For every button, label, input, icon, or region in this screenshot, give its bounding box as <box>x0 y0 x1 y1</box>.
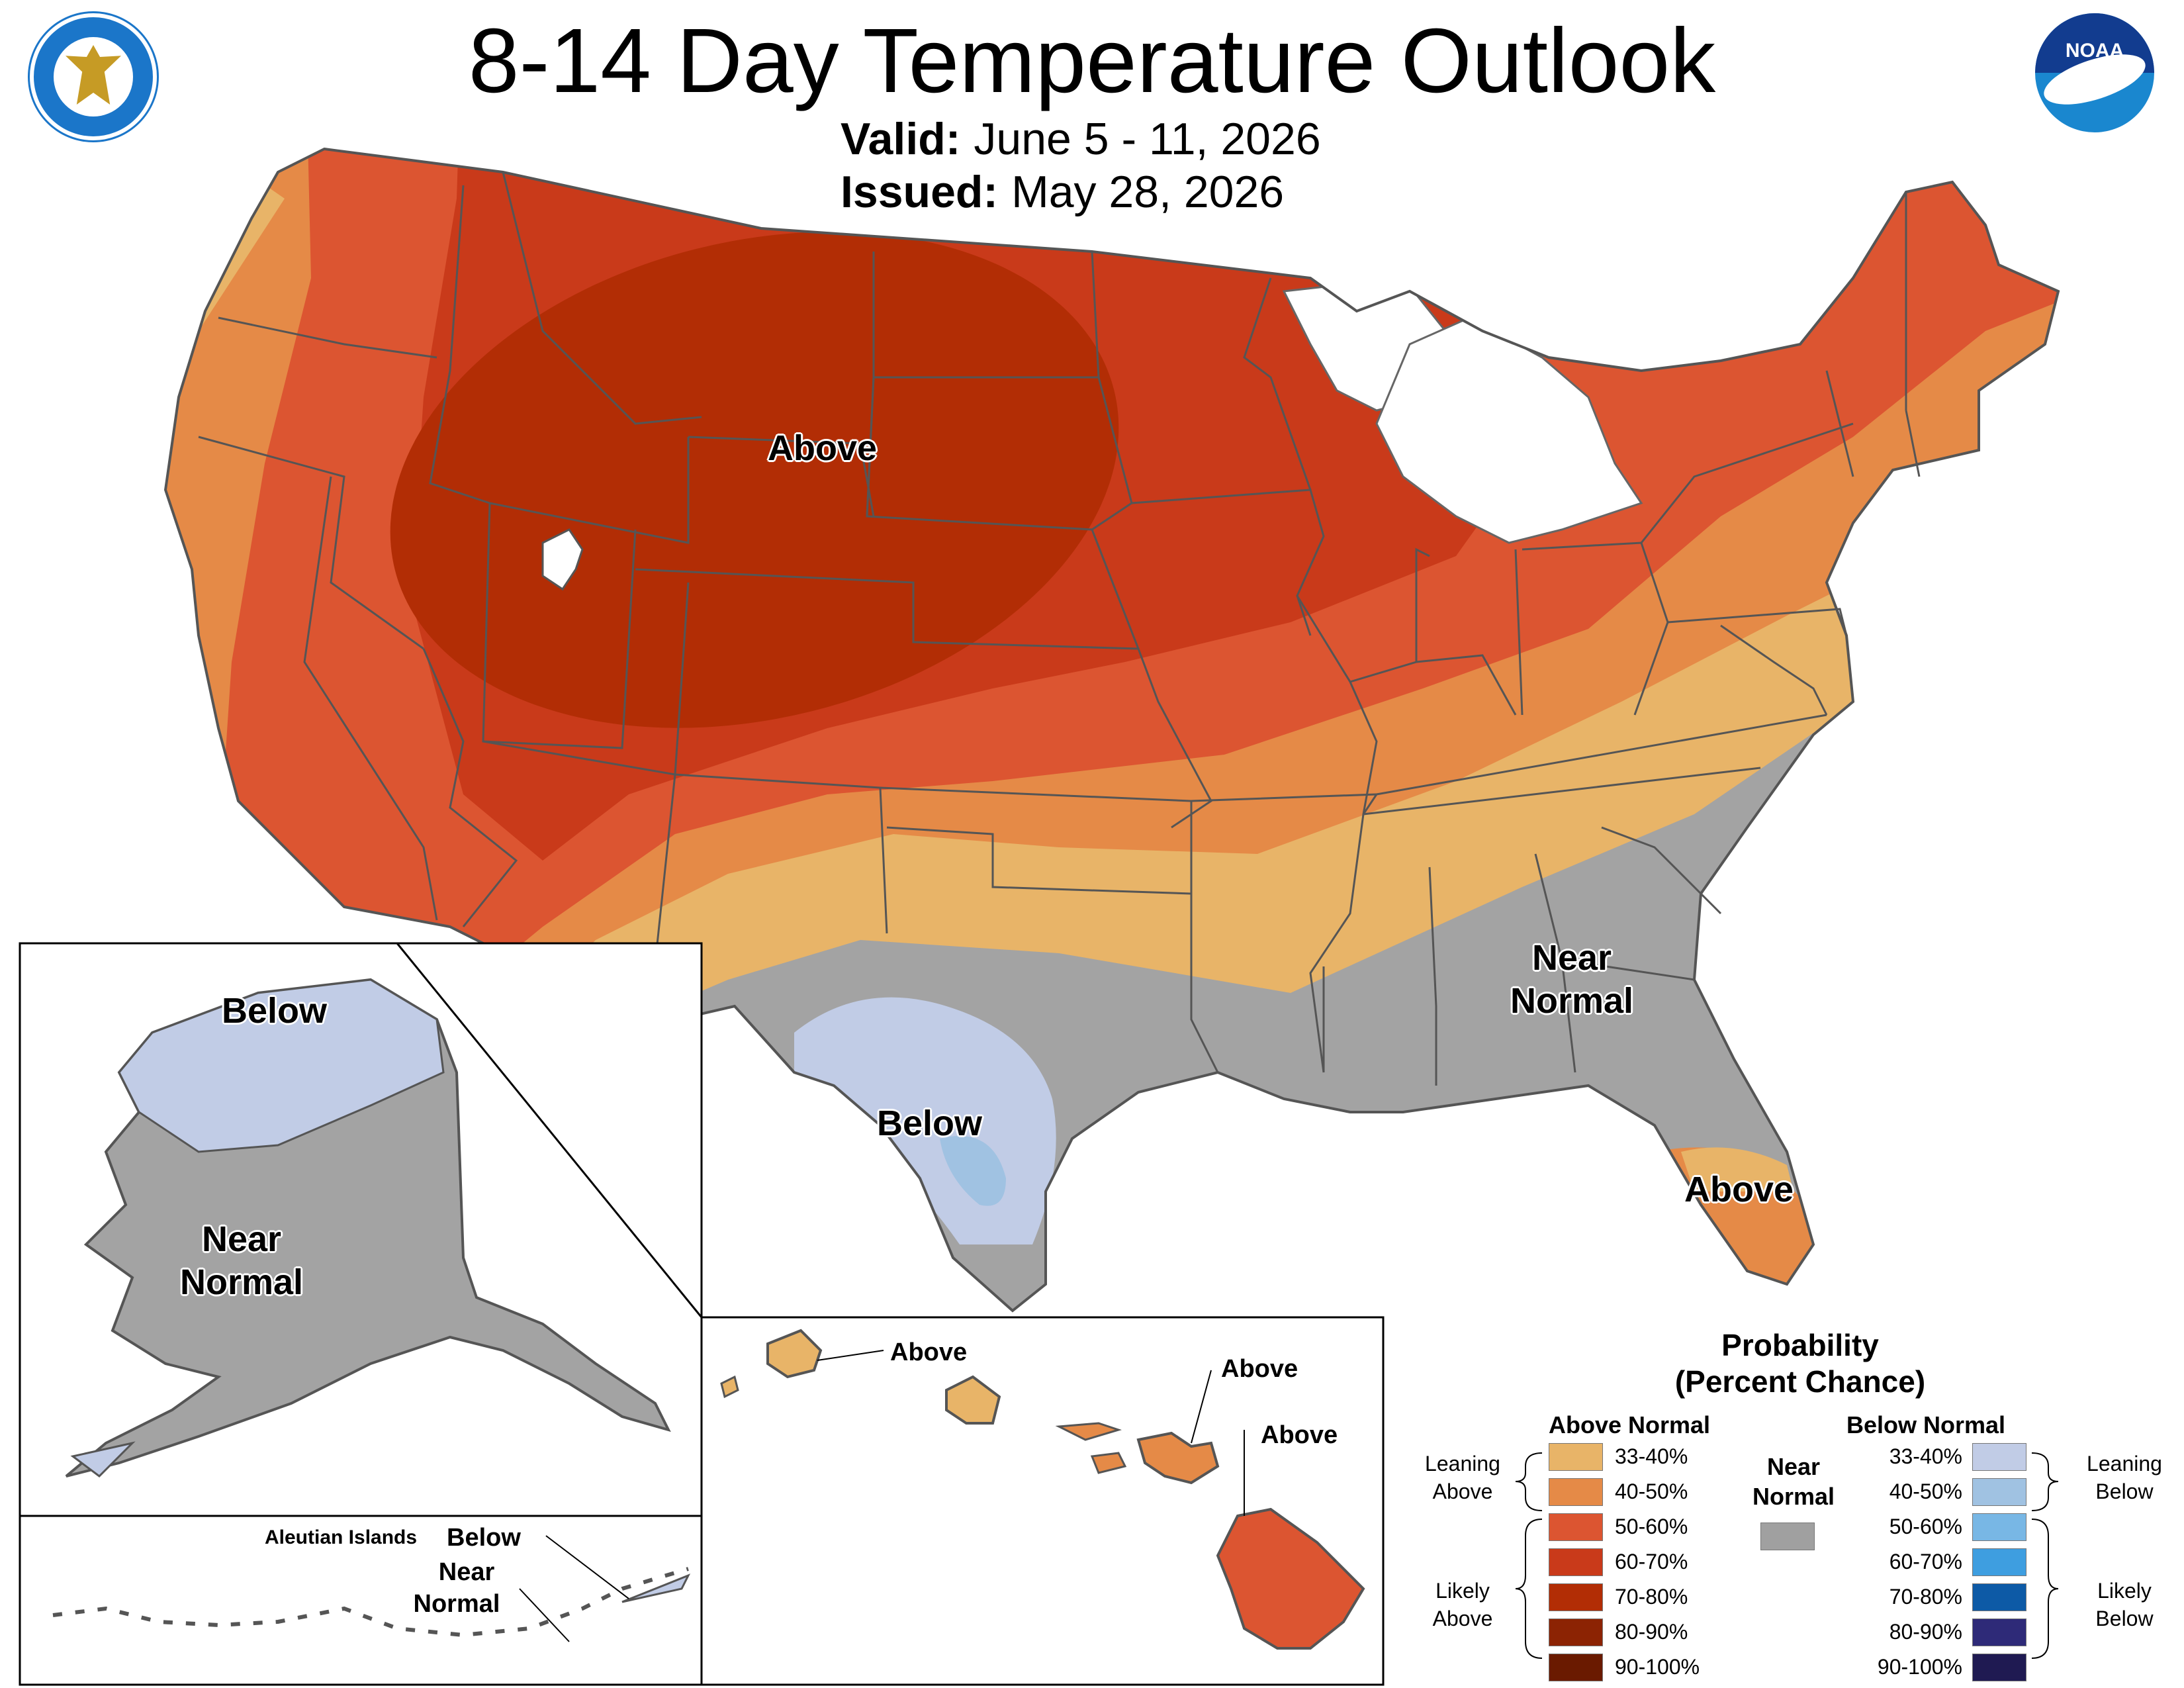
legend-below-swatch <box>1972 1513 2026 1541</box>
legend-below-swatch <box>1972 1548 2026 1576</box>
conus-outline <box>163 147 2060 1313</box>
legend-above-range-label: 40-50% <box>1615 1479 1688 1503</box>
aleutian-near-label-2: Normal <box>413 1590 500 1618</box>
legend-above-range-label: 60-70% <box>1615 1550 1688 1573</box>
valid-value: June 5 - 11, 2026 <box>974 114 1321 164</box>
legend-above-range-label: 50-60% <box>1615 1515 1688 1538</box>
legend-above-swatch <box>1549 1654 1603 1681</box>
legend-title-1: Probability <box>1721 1328 1879 1362</box>
legend-below-range-label: 50-60% <box>1889 1515 1962 1538</box>
valid-line: Valid: June 5 - 11, 2026 <box>841 113 1321 165</box>
alaska-near-label-2: Normal <box>179 1262 304 1302</box>
legend-below-swatch <box>1972 1443 2026 1471</box>
texas-below-label: Below <box>877 1103 983 1143</box>
hawaii-big-island-above-label: Above <box>1261 1421 1338 1449</box>
legend-below-range-label: 90-100% <box>1877 1655 1962 1679</box>
legend-below-range-label: 80-90% <box>1889 1620 1962 1644</box>
state-boundaries <box>198 171 1921 1086</box>
legend-above-swatch <box>1549 1583 1603 1611</box>
legend-near-header-2: Normal <box>1752 1483 1835 1510</box>
department-of-commerce-seal-icon <box>30 13 157 140</box>
conus-above-label: Above <box>768 428 878 468</box>
legend-leaning-below-1: Leaning <box>2087 1452 2162 1476</box>
legend-below-range-label: 60-70% <box>1889 1550 1962 1573</box>
legend-above-swatch <box>1549 1478 1603 1506</box>
legend-above-swatch <box>1549 1548 1603 1576</box>
legend-above-swatch <box>1549 1443 1603 1471</box>
legend-above-header: Above Normal <box>1549 1411 1711 1438</box>
hawaii-maui-above-label: Above <box>1221 1355 1298 1383</box>
legend-likely-above-1: Likely <box>1435 1579 1490 1603</box>
noaa-logo-text: NOAA <box>2065 40 2124 62</box>
legend-above-range-label: 90-100% <box>1615 1655 1700 1679</box>
alaska-near-label-1: Near <box>201 1219 282 1259</box>
legend-braces <box>1515 1452 2059 1659</box>
legend-above-swatch <box>1549 1513 1603 1541</box>
legend-title-2: (Percent Chance) <box>1674 1364 1926 1399</box>
near-normal-label-1: Near <box>1531 938 1612 978</box>
legend-near-normal-swatch <box>1760 1523 1815 1550</box>
legend-below-range-label: 40-50% <box>1889 1479 1962 1503</box>
aleutian-near-label-1: Near <box>438 1558 495 1586</box>
hawaii-inset <box>700 1316 1385 1686</box>
florida-above-label: Above <box>1684 1170 1794 1209</box>
issued-value: May 28, 2026 <box>1011 167 1285 217</box>
legend-likely-below-2: Below <box>2095 1607 2154 1630</box>
aleutian-below-label: Below <box>447 1524 521 1552</box>
legend-above-range-label: 33-40% <box>1615 1444 1688 1468</box>
legend-above-range-label: 80-90% <box>1615 1620 1688 1644</box>
legend-below-range-label: 33-40% <box>1889 1444 1962 1468</box>
legend-below-range-label: 70-80% <box>1889 1585 1962 1609</box>
legend-below-swatch <box>1972 1583 2026 1611</box>
alaska-below-label: Below <box>222 991 328 1031</box>
legend-below-swatch <box>1972 1654 2026 1681</box>
alaska-inset <box>19 942 703 1686</box>
issued-line: Issued: May 28, 2026 <box>841 165 1284 218</box>
legend-below-swatch <box>1972 1478 2026 1506</box>
legend-leaning-above-2: Above <box>1432 1479 1493 1503</box>
legend-near-header-1: Near <box>1766 1453 1821 1480</box>
legend-leaning-below-2: Below <box>2095 1479 2154 1503</box>
aleutian-islands-label: Aleutian Islands <box>265 1526 418 1548</box>
legend-above-range-label: 70-80% <box>1615 1585 1688 1609</box>
legend-below-swatch <box>1972 1618 2026 1646</box>
legend-below-header: Below Normal <box>1846 1411 2006 1438</box>
page-title: 8-14 Day Temperature Outlook <box>468 10 1716 112</box>
hawaii-kauai-above-label: Above <box>890 1338 968 1366</box>
legend-leaning-above-1: Leaning <box>1425 1452 1500 1476</box>
legend-likely-below-1: Likely <box>2097 1579 2152 1603</box>
issued-label: Issued: <box>841 167 999 217</box>
near-normal-label-2: Normal <box>1510 981 1634 1021</box>
valid-label: Valid: <box>841 114 961 164</box>
legend-likely-above-2: Above <box>1432 1607 1493 1630</box>
legend-above-swatch <box>1549 1618 1603 1646</box>
